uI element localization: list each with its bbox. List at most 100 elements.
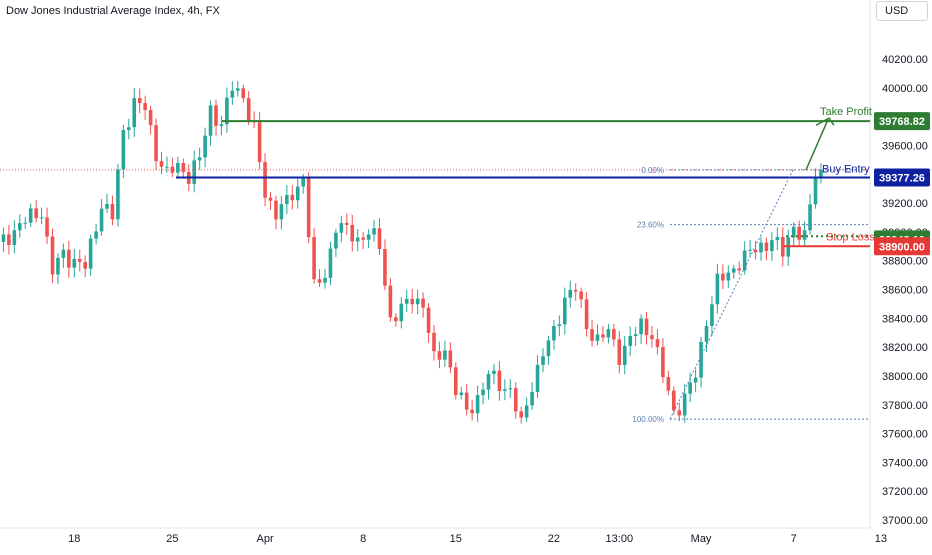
- candle: [557, 315, 562, 336]
- candle: [704, 320, 709, 352]
- candle: [214, 99, 218, 136]
- chart-title: Dow Jones Industrial Average Index, 4h, …: [6, 5, 220, 17]
- candle: [83, 255, 87, 278]
- candle: [791, 222, 796, 246]
- candle: [508, 379, 513, 398]
- candle: [34, 200, 38, 223]
- candle: [759, 236, 763, 261]
- candle: [197, 147, 202, 170]
- candle: [241, 84, 246, 103]
- price-tick-label: 38600.00: [882, 285, 928, 297]
- candle: [650, 325, 654, 348]
- time-tick-label: 13: [875, 533, 887, 545]
- candle: [388, 278, 393, 322]
- candle: [546, 335, 551, 365]
- candle: [481, 382, 485, 405]
- candle: [503, 379, 507, 401]
- candle: [137, 88, 142, 114]
- price-tick-label: 39600.00: [882, 140, 928, 152]
- candle: [721, 264, 725, 289]
- candle: [252, 111, 256, 129]
- candle: [361, 232, 365, 250]
- time-tick-label: 25: [166, 533, 178, 545]
- candle: [813, 168, 818, 209]
- candle: [165, 156, 169, 173]
- candle: [279, 196, 284, 230]
- candle: [819, 163, 823, 184]
- time-tick-label: 8: [360, 533, 366, 545]
- candle: [225, 87, 229, 133]
- candle: [639, 314, 643, 345]
- price-tick-label: 37800.00: [882, 400, 928, 412]
- candle: [105, 193, 109, 214]
- candle: [753, 241, 758, 260]
- candle: [459, 386, 464, 400]
- take-profit-price-badge: 39768.82: [874, 112, 930, 131]
- candle: [737, 261, 741, 275]
- candle: [563, 287, 567, 335]
- candle: [410, 288, 414, 314]
- time-tick-label: Apr: [256, 533, 273, 545]
- candle: [219, 115, 224, 136]
- candle: [306, 172, 311, 244]
- price-tick-label: 40200.00: [882, 54, 928, 66]
- candle: [470, 399, 474, 421]
- candle: [781, 227, 785, 267]
- candle: [699, 336, 703, 388]
- time-tick-label: 22: [548, 533, 560, 545]
- candle: [7, 224, 11, 255]
- candle: [584, 291, 589, 337]
- time-tick-label: May: [691, 533, 712, 545]
- candle: [513, 382, 518, 419]
- candle: [644, 312, 649, 345]
- candle: [72, 248, 77, 278]
- candle: [192, 150, 196, 193]
- candle: [492, 363, 496, 385]
- candle: [67, 240, 71, 278]
- price-axis[interactable]: 37000.00 37200.00 37400.00 37600.00 37800.00…: [874, 54, 930, 527]
- candle: [334, 228, 338, 257]
- candle: [116, 164, 120, 227]
- candle: [39, 207, 44, 225]
- candle: [693, 369, 698, 392]
- candle: [148, 105, 153, 135]
- candle: [339, 215, 344, 243]
- candle: [573, 283, 578, 301]
- candle: [672, 386, 676, 415]
- candle: [808, 194, 812, 235]
- time-tick-label: 7: [791, 533, 797, 545]
- currency-button[interactable]: USD: [876, 1, 928, 21]
- stop-loss-price-badge: 38900.00: [874, 237, 930, 256]
- candle: [23, 216, 28, 230]
- candle: [366, 229, 371, 249]
- price-tick-label: 37400.00: [882, 457, 928, 469]
- fib-trend-line: [669, 169, 794, 420]
- candle: [475, 385, 480, 422]
- candle: [633, 326, 638, 347]
- candle: [568, 280, 573, 308]
- candle: [802, 221, 807, 246]
- candle: [535, 355, 540, 398]
- fib-level-label: 100.00%: [632, 415, 664, 424]
- price-tick-label: 37600.00: [882, 429, 928, 441]
- candle: [94, 224, 98, 245]
- time-axis[interactable]: 18 25 Apr 8 15 22 13:00 May 7 13: [68, 533, 887, 545]
- candle: [786, 229, 791, 266]
- svg-text:39377.26: 39377.26: [879, 173, 925, 185]
- candle: [246, 91, 251, 126]
- time-tick-label: 13:00: [606, 533, 634, 545]
- buy-entry-price-badge: 39377.26: [874, 168, 930, 187]
- price-tick-label: 39200.00: [882, 198, 928, 210]
- candle: [524, 397, 529, 422]
- candle: [764, 237, 769, 261]
- candle: [394, 313, 398, 328]
- candle: [99, 199, 104, 236]
- candle: [530, 382, 534, 410]
- candle: [519, 406, 523, 424]
- candle: [552, 319, 556, 350]
- candle: [61, 243, 66, 268]
- candle: [622, 335, 627, 375]
- candle: [742, 241, 747, 275]
